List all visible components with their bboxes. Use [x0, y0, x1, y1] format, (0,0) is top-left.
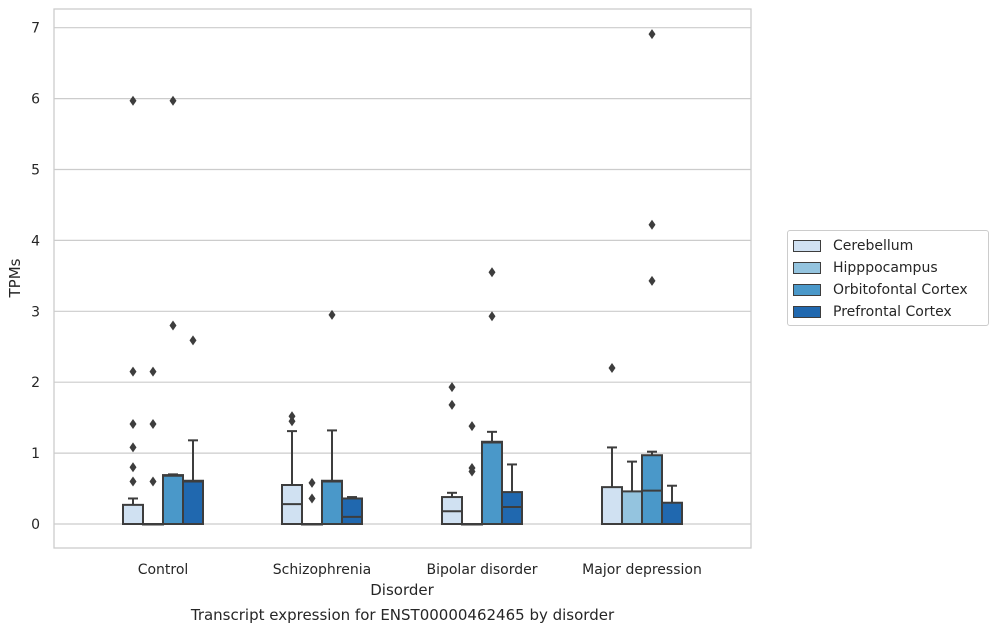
outlier-point	[129, 419, 137, 430]
box	[661, 501, 683, 526]
outlier-point	[648, 219, 656, 230]
outlier-point	[488, 311, 496, 322]
x-tick-label: Bipolar disorder	[426, 562, 537, 578]
legend-swatch	[793, 262, 821, 274]
box-plot-series	[122, 29, 683, 526]
outlier-point	[448, 382, 456, 393]
box-group	[182, 335, 204, 526]
outlier-point	[648, 275, 656, 286]
box-group	[661, 484, 683, 526]
box	[501, 491, 523, 526]
box	[621, 490, 643, 525]
box-group	[281, 411, 303, 526]
legend-label: Hipppocampus	[833, 260, 938, 276]
outlier-point	[149, 366, 157, 377]
outlier-point	[488, 267, 496, 278]
outlier-point	[608, 363, 616, 374]
box	[341, 497, 363, 526]
box	[182, 479, 204, 526]
outlier-point	[468, 421, 476, 432]
y-tick-label: 0	[31, 517, 40, 533]
box	[481, 440, 503, 526]
outlier-point	[328, 309, 336, 320]
legend: Cerebellum Hipppocampus Orbitofontal Corte…	[787, 230, 989, 326]
box-group	[122, 95, 144, 525]
x-tick-label: Major depression	[582, 562, 702, 578]
legend-swatch	[793, 284, 821, 296]
outlier-point	[129, 95, 137, 106]
grid-lines	[54, 27, 751, 525]
box-group	[441, 382, 463, 526]
box-group	[142, 366, 164, 526]
box-group	[341, 496, 363, 526]
x-tick-label: Control	[138, 562, 189, 578]
y-tick-label: 1	[31, 446, 40, 462]
outlier-point	[448, 399, 456, 410]
legend-item: Cerebellum	[793, 237, 913, 255]
box	[122, 503, 144, 525]
outlier-point	[288, 411, 296, 422]
chart-caption: Transcript expression for ENST0000046246…	[190, 606, 615, 624]
box-group	[621, 460, 643, 525]
box-group	[641, 29, 663, 525]
box-group	[501, 463, 523, 526]
legend-label: Orbitofontal Cortex	[833, 282, 968, 298]
outlier-point	[129, 442, 137, 453]
outlier-point	[149, 476, 157, 487]
legend-item: Hipppocampus	[793, 259, 938, 277]
outlier-point	[129, 462, 137, 473]
x-tick-label: Schizophrenia	[273, 562, 371, 578]
y-tick-label: 3	[31, 304, 40, 320]
outlier-point	[308, 477, 316, 488]
y-axis-label: TPMs	[6, 258, 24, 298]
outlier-point	[149, 419, 157, 430]
box-group	[481, 267, 503, 526]
outlier-point	[308, 493, 316, 504]
y-tick-labels: 0 1 2 3 4 5 6 7	[31, 21, 40, 533]
plot-frame	[53, 8, 752, 549]
legend-item: Prefrontal Cortex	[793, 303, 952, 321]
box	[321, 479, 343, 526]
y-tick-label: 5	[31, 163, 40, 179]
legend-label: Cerebellum	[833, 238, 914, 254]
outlier-point	[468, 462, 476, 473]
y-tick-label: 2	[31, 375, 40, 391]
legend-item: Orbitofontal Cortex	[793, 281, 968, 299]
outlier-point	[169, 320, 177, 331]
box-group	[461, 421, 483, 526]
box	[162, 474, 184, 526]
legend-swatch	[793, 240, 821, 252]
legend-swatch	[793, 306, 821, 318]
y-tick-label: 7	[31, 21, 40, 37]
box-group	[162, 95, 184, 526]
outlier-point	[129, 366, 137, 377]
y-tick-label: 4	[31, 233, 40, 249]
outlier-point	[169, 95, 177, 106]
x-tick-labels: Control Schizophrenia Bipolar disorder Majo…	[138, 562, 702, 578]
box	[641, 454, 663, 525]
box-group	[601, 363, 623, 525]
x-axis-label: Disorder	[370, 581, 434, 599]
box-group	[301, 477, 323, 526]
outlier-point	[648, 29, 656, 40]
box-group	[321, 309, 343, 526]
outlier-point	[189, 335, 197, 346]
legend-label: Prefrontal Cortex	[833, 304, 952, 320]
box	[601, 486, 623, 525]
y-tick-label: 6	[31, 92, 40, 108]
outlier-point	[129, 476, 137, 487]
